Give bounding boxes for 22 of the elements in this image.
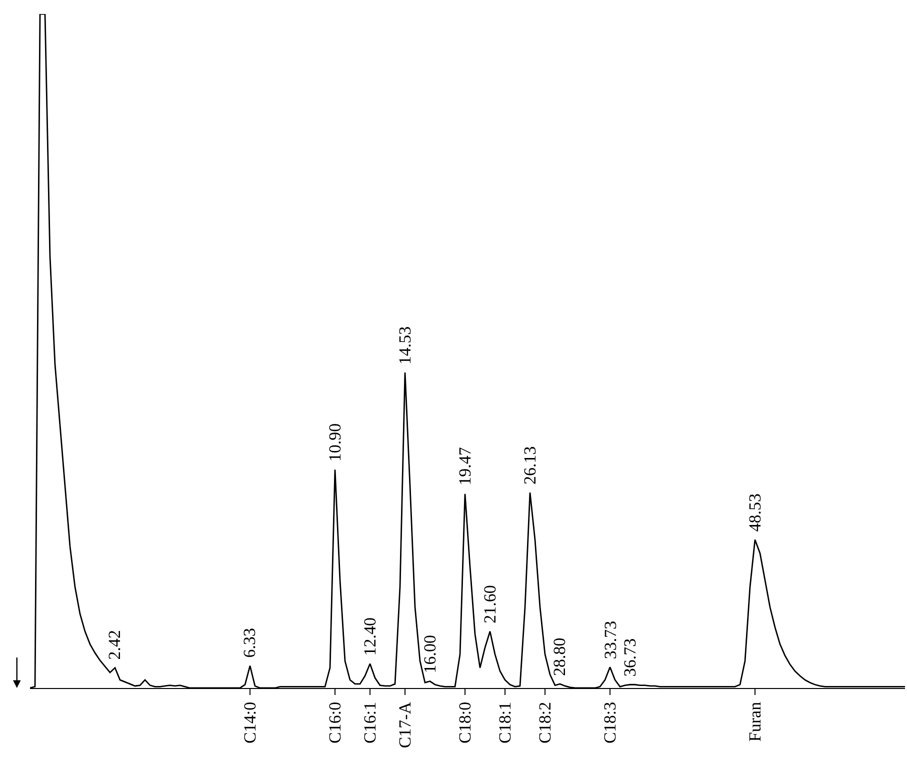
annotation: 12.40: [360, 617, 380, 656]
x-tick-label: C16:1: [360, 702, 380, 744]
x-tick-label: C18:3: [600, 702, 620, 744]
x-tick-label: C16:0: [326, 702, 345, 744]
annotation: 28.80: [550, 638, 570, 676]
annotation: 33.73: [600, 620, 620, 660]
x-tick-label: C18:0: [456, 702, 475, 744]
annotation: 21.60: [480, 585, 500, 624]
annotation: 2.42: [105, 630, 124, 660]
annotation: 16.00: [420, 635, 440, 674]
x-tick-label: C14:0: [240, 702, 260, 744]
x-tick-label: C18:1: [496, 702, 515, 744]
annotation: 14.53: [395, 326, 414, 365]
annotation: 48.53: [745, 493, 764, 532]
x-tick-label: Furan: [746, 701, 765, 742]
annotation: 36.73: [620, 638, 640, 677]
annotation: 6.33: [240, 628, 260, 658]
annotation: 26.13: [520, 446, 540, 485]
annotation: 10.90: [325, 423, 344, 462]
annotation: 19.47: [456, 446, 475, 486]
x-tick-label: C17-A: [396, 701, 415, 748]
x-tick-label: C18:2: [536, 702, 555, 744]
